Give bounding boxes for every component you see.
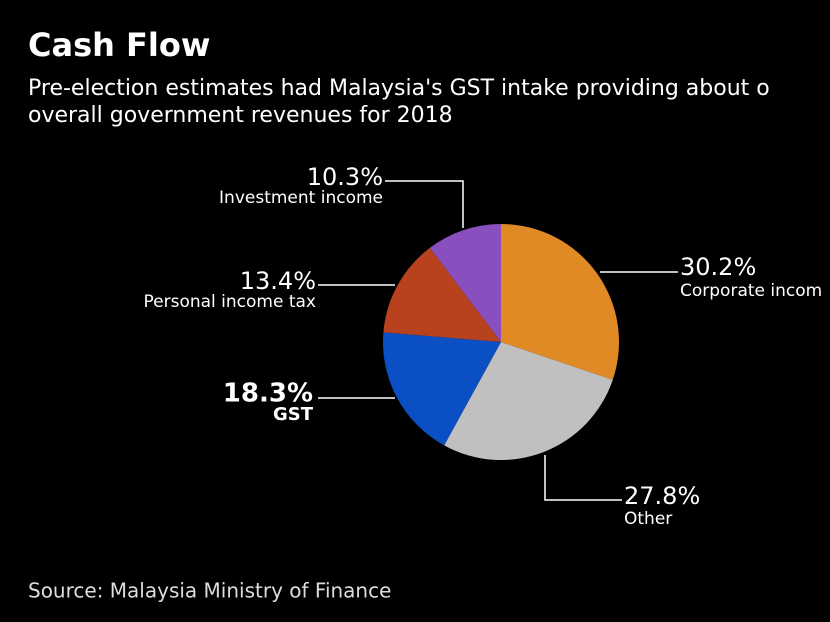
value-label: 30.2% (680, 253, 756, 281)
pie-slice (383, 332, 501, 446)
pie-slice (444, 342, 613, 460)
pie-slice (429, 224, 501, 342)
chart-subtitle: Pre-election estimates had Malaysia's GS… (28, 76, 770, 101)
value-label: 13.4% (240, 267, 316, 295)
slice-label: Corporate incom (680, 281, 822, 301)
slice-label: Other (624, 509, 672, 529)
slice-label: Investment income (219, 188, 383, 208)
pie-slice (501, 224, 619, 380)
slice-label: GST (273, 404, 314, 425)
value-label: 10.3% (307, 163, 383, 191)
value-label: 18.3% (223, 379, 313, 409)
value-label: 27.8% (624, 482, 700, 510)
leader-line (544, 455, 622, 501)
source-note: Source: Malaysia Ministry of Finance (28, 579, 391, 603)
leader-line (385, 180, 464, 228)
pie-slice (383, 247, 501, 342)
chart-title: Cash Flow (28, 26, 210, 64)
slice-label: Personal income tax (144, 292, 316, 312)
chart-subtitle: overall government revenues for 2018 (28, 103, 453, 128)
